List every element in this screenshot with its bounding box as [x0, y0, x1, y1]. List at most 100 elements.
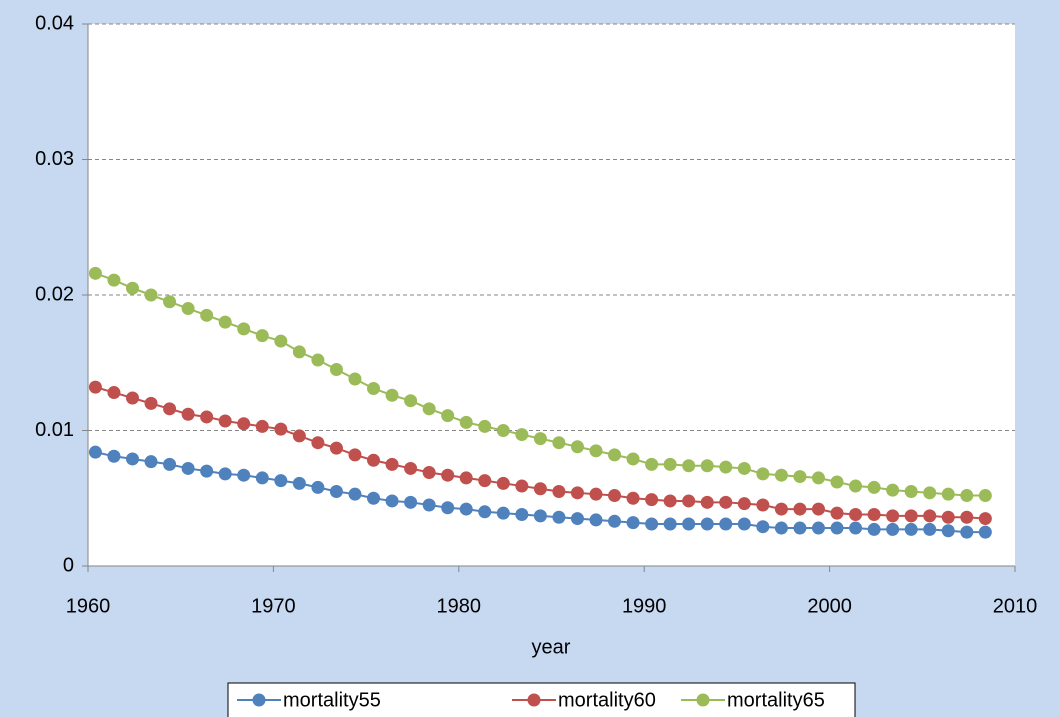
legend-label: mortality55 [283, 689, 381, 711]
data-point [552, 436, 566, 450]
data-point [88, 380, 102, 394]
data-point [367, 381, 381, 395]
data-point [886, 483, 900, 497]
legend-label: mortality60 [558, 689, 656, 711]
x-tick-label: 2010 [993, 595, 1038, 617]
data-point [589, 444, 603, 458]
data-point [849, 479, 863, 493]
data-point [329, 484, 343, 498]
data-point [682, 494, 696, 508]
data-point [237, 468, 251, 482]
data-point [682, 517, 696, 531]
data-point [737, 497, 751, 511]
data-point [923, 486, 937, 500]
data-point [348, 487, 362, 501]
data-point [663, 457, 677, 471]
data-point [311, 480, 325, 494]
data-point [255, 419, 269, 433]
x-tick-label: 1980 [437, 595, 482, 617]
data-point [255, 471, 269, 485]
x-axis-label: year [532, 636, 571, 658]
data-point [589, 487, 603, 501]
data-point [608, 489, 622, 503]
data-point [608, 514, 622, 528]
data-point [552, 510, 566, 524]
data-point [181, 407, 195, 421]
data-point [774, 521, 788, 535]
data-point [311, 353, 325, 367]
data-point [978, 525, 992, 539]
data-point [441, 409, 455, 423]
data-point [811, 521, 825, 535]
data-point [960, 525, 974, 539]
data-point [292, 345, 306, 359]
data-point [515, 479, 529, 493]
data-point [496, 424, 510, 437]
x-tick-label: 1990 [622, 595, 667, 617]
data-point [348, 448, 362, 462]
data-point [700, 495, 714, 509]
data-point [459, 415, 473, 429]
data-point [719, 517, 733, 531]
data-point [960, 510, 974, 524]
data-point [218, 414, 232, 428]
data-point [533, 432, 547, 446]
data-point [125, 391, 139, 405]
data-point [886, 522, 900, 536]
data-point [422, 402, 436, 416]
data-point [292, 476, 306, 490]
data-point [978, 512, 992, 526]
data-point [960, 489, 974, 503]
data-point [329, 363, 343, 377]
data-point [849, 508, 863, 522]
data-point [292, 429, 306, 443]
data-point [923, 522, 937, 536]
data-point [570, 486, 584, 500]
data-point [181, 302, 195, 316]
data-point [849, 521, 863, 535]
data-point [274, 474, 288, 488]
data-point [163, 457, 177, 471]
data-point [459, 502, 473, 516]
data-point [570, 440, 584, 454]
data-point [867, 508, 881, 522]
y-tick-label: 0 [63, 554, 74, 576]
data-point [422, 498, 436, 512]
data-point [774, 502, 788, 516]
data-point [496, 506, 510, 520]
data-point [626, 452, 640, 466]
data-point [88, 266, 102, 280]
data-point [107, 273, 121, 287]
data-point [404, 495, 418, 509]
legend-marker [527, 693, 541, 707]
data-point [830, 521, 844, 535]
data-point [237, 417, 251, 431]
data-point [793, 521, 807, 535]
data-point [163, 402, 177, 416]
data-point [367, 453, 381, 467]
data-point [923, 509, 937, 523]
data-point [811, 502, 825, 516]
data-point [144, 455, 158, 469]
data-point [255, 329, 269, 343]
data-point [904, 509, 918, 523]
legend-label: mortality65 [727, 689, 825, 711]
data-point [200, 308, 214, 322]
data-point [88, 445, 102, 459]
data-point [700, 459, 714, 473]
data-point [422, 466, 436, 480]
data-point [830, 506, 844, 520]
data-point [700, 517, 714, 531]
data-point [626, 491, 640, 505]
data-point [756, 520, 770, 534]
y-tick-label: 0.01 [35, 419, 74, 441]
data-point [200, 464, 214, 478]
data-point [459, 471, 473, 485]
data-point [144, 288, 158, 302]
y-tick-label: 0.02 [35, 283, 74, 305]
data-point [830, 475, 844, 489]
data-point [404, 394, 418, 408]
legend-marker [252, 693, 266, 707]
